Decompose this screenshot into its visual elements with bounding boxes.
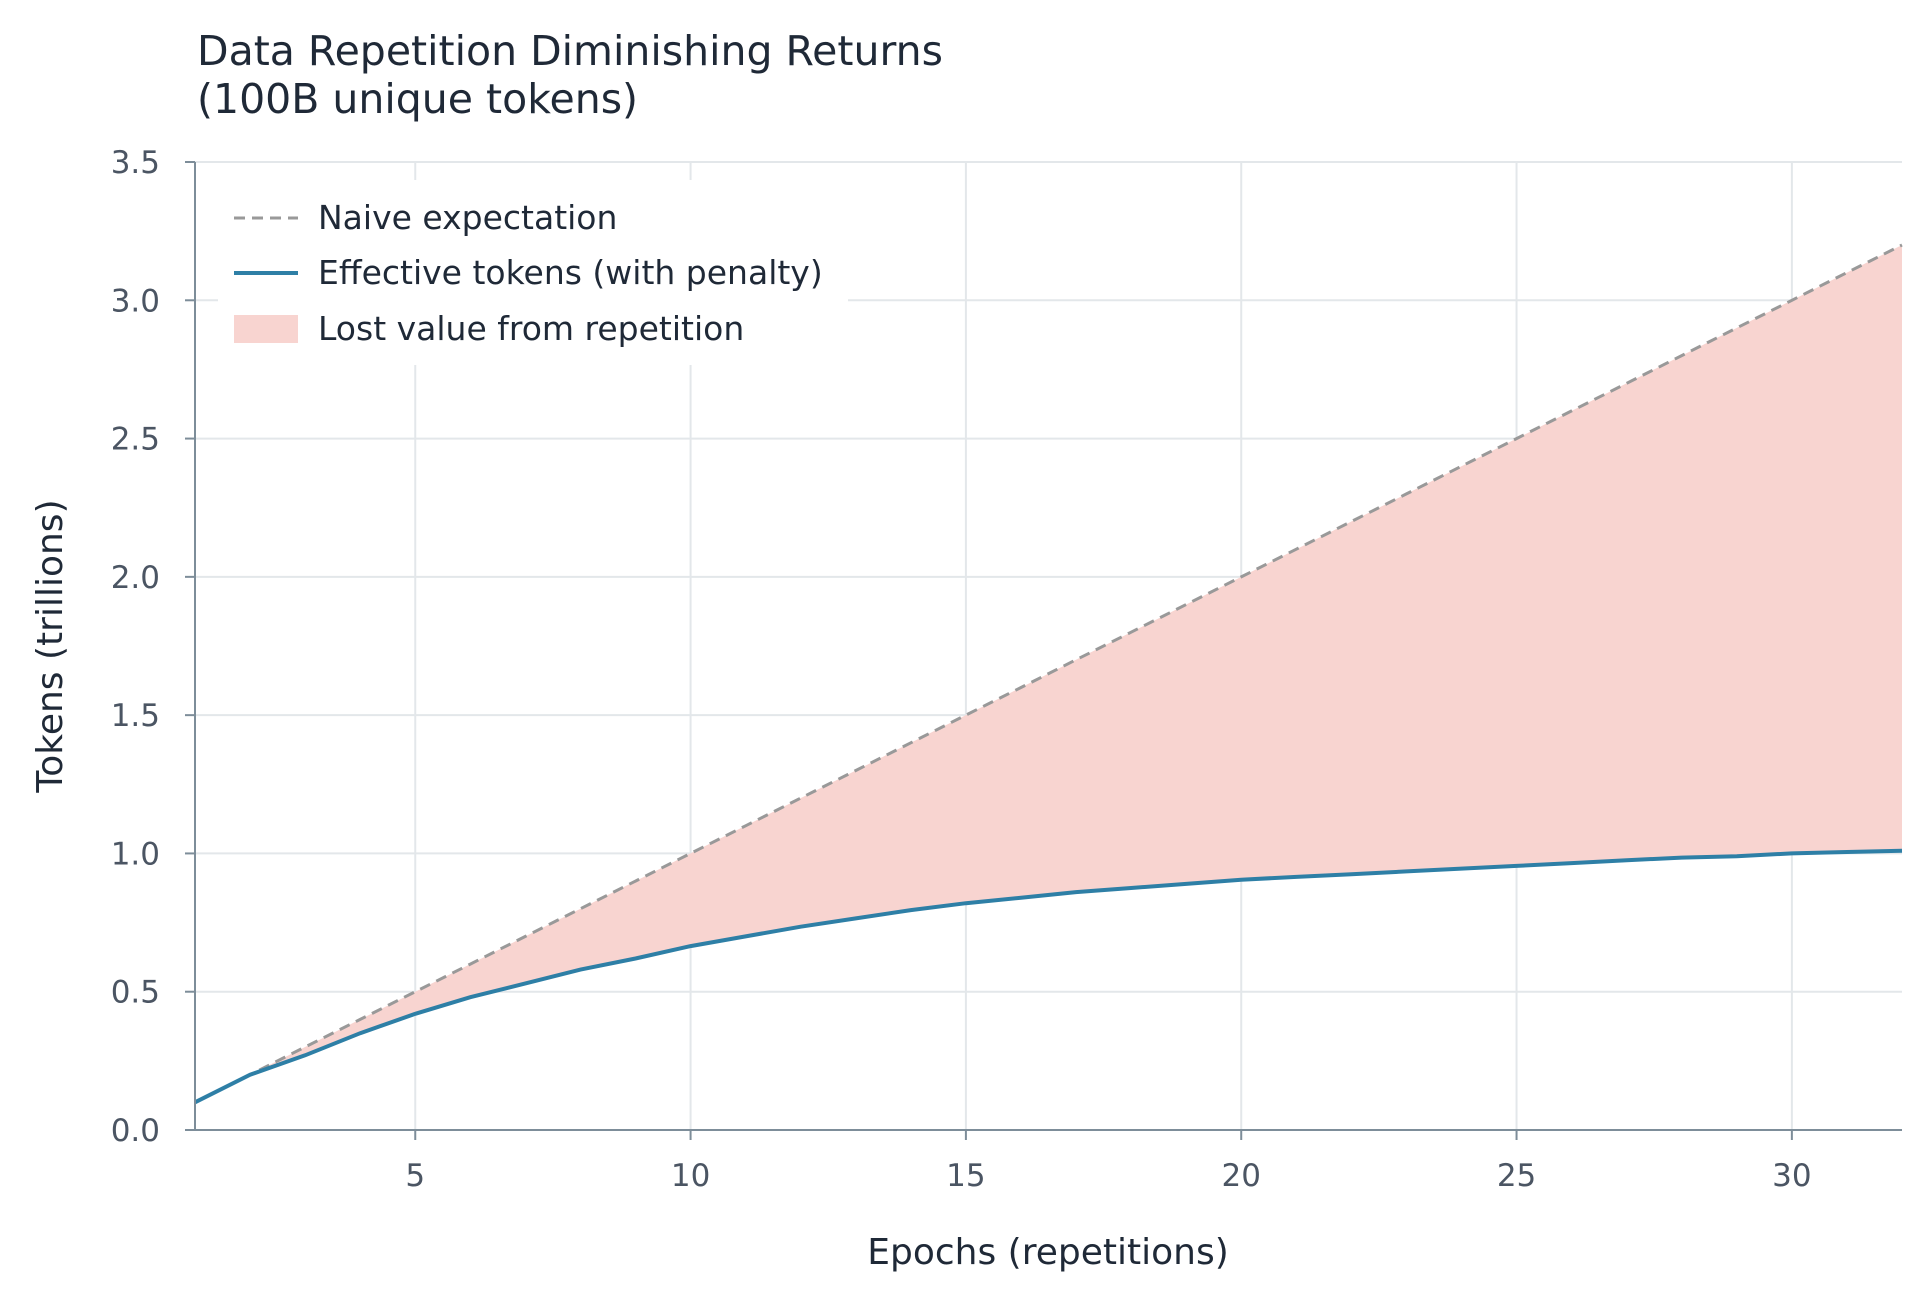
- x-tick-label-5: 30: [1772, 1158, 1811, 1194]
- y-tick-label-0: 0.0: [111, 1113, 160, 1149]
- legend-effective-label: Effective tokens (with penalty): [318, 253, 823, 292]
- y-tick-label-2: 1.0: [111, 836, 160, 872]
- y-tick-label-3: 1.5: [111, 698, 160, 734]
- tick-labels: 0.0 0.5 1.0 1.5 2.0 2.5 3.0 3.5 5 10 15 20 25 30: [111, 145, 1812, 1194]
- axes: [185, 161, 1902, 1140]
- y-tick-label-7: 3.5: [111, 145, 160, 181]
- y-tick-label-1: 0.5: [111, 975, 160, 1011]
- legend-naive-label: Naive expectation: [318, 198, 617, 237]
- legend-background: [218, 180, 848, 365]
- chart-title: Data Repetition Diminishing Returns: [197, 27, 943, 75]
- y-tick-label-6: 3.0: [111, 283, 160, 319]
- legend: Naive expectation Effective tokens (with…: [218, 180, 848, 365]
- x-tick-label-3: 20: [1221, 1158, 1260, 1194]
- y-tick-label-5: 2.5: [111, 422, 160, 458]
- legend-lost-label: Lost value from repetition: [318, 309, 744, 348]
- y-axis-label: Tokens (trillions): [30, 499, 71, 793]
- x-axis-label: Epochs (repetitions): [867, 1232, 1229, 1273]
- x-tick-label-0: 5: [405, 1158, 425, 1194]
- y-tick-label-4: 2.0: [111, 560, 160, 596]
- naive-expectation-line: [194, 243, 1903, 1104]
- x-tick-label-1: 10: [671, 1158, 710, 1194]
- legend-lost-swatch: [234, 315, 298, 343]
- x-tick-label-4: 25: [1497, 1158, 1536, 1194]
- effective-tokens-line: [194, 848, 1903, 1105]
- chart-subtitle: (100B unique tokens): [197, 75, 638, 123]
- x-tick-label-2: 15: [946, 1158, 985, 1194]
